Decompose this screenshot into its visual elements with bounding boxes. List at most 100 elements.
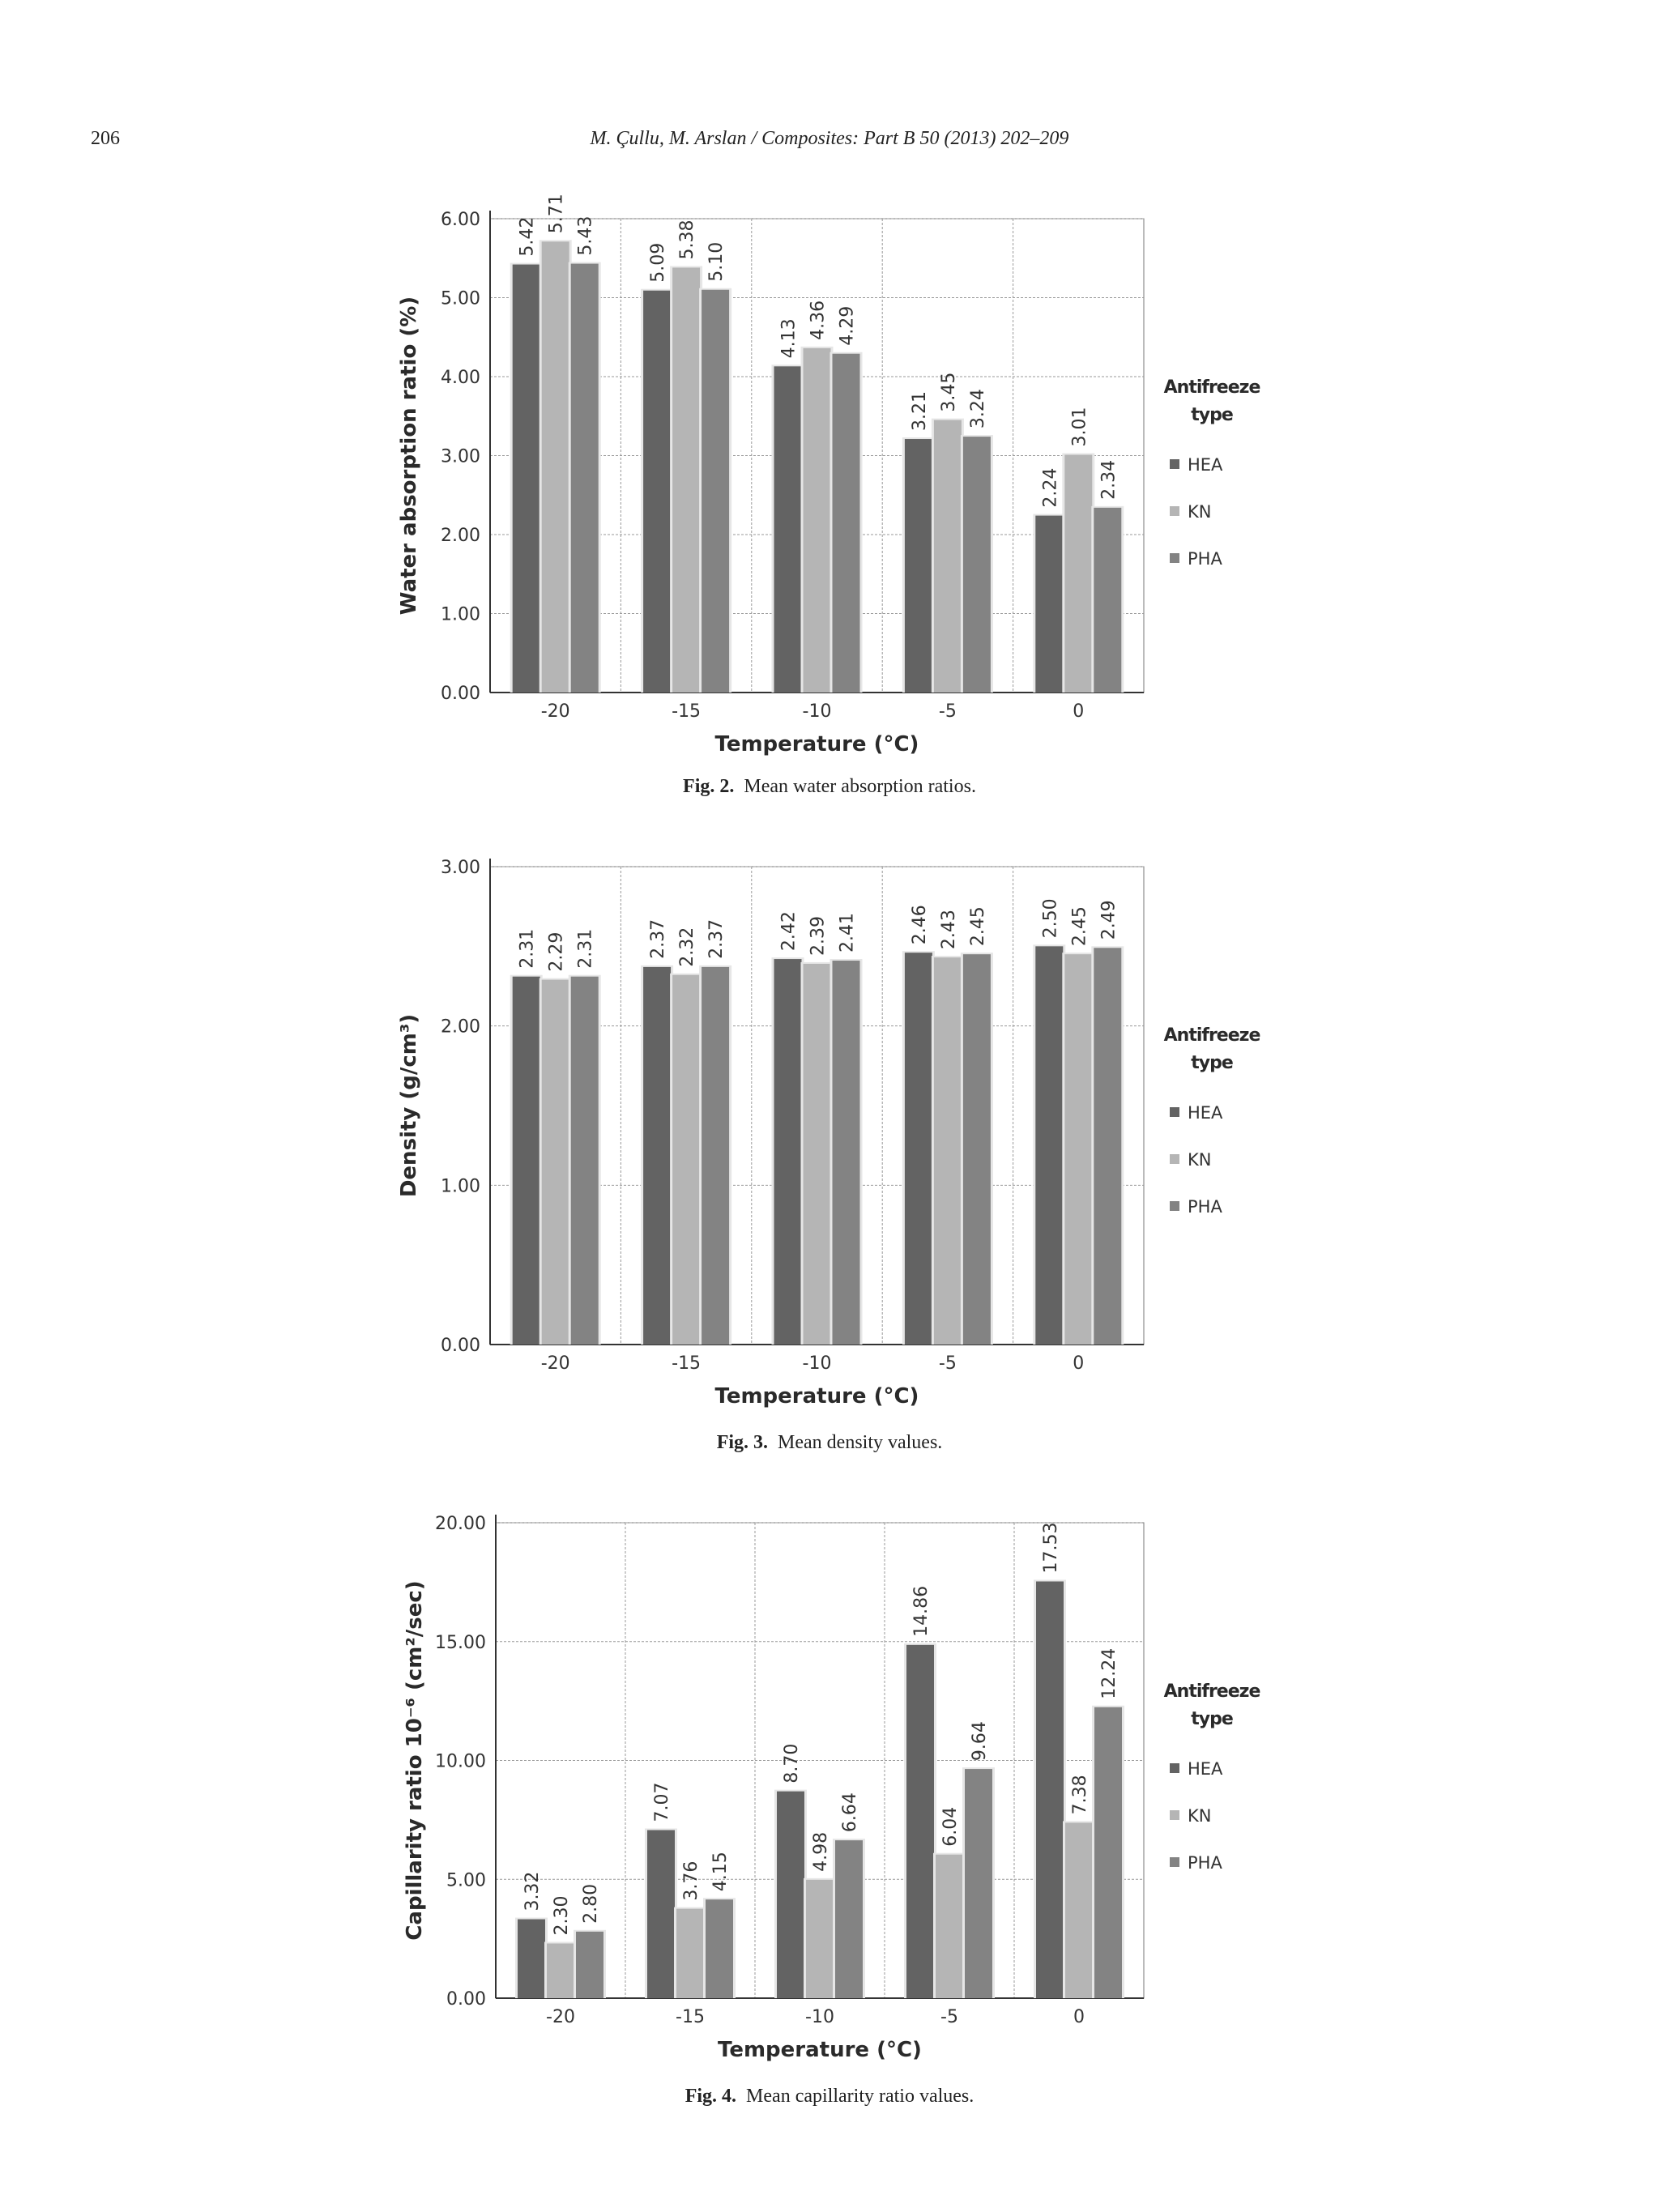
bar xyxy=(835,1840,863,1998)
running-head: M. Çullu, M. Arslan / Composites: Part B… xyxy=(590,128,1069,149)
bar xyxy=(1064,454,1093,693)
legend-title: type xyxy=(1191,405,1233,425)
legend-title: Antifreeze xyxy=(1164,377,1260,398)
x-axis-title: Temperature (°C) xyxy=(718,2038,922,2062)
data-label: 4.13 xyxy=(779,318,800,358)
y-tick-label: 0.00 xyxy=(446,1989,486,2010)
data-label: 17.53 xyxy=(1041,1523,1061,1574)
y-tick-label: 15.00 xyxy=(435,1633,486,1653)
data-label: 2.31 xyxy=(518,929,538,969)
figure-4-chart: 0.00 5.00 10.00 15.00 20.00 3.32 2.30 2.80 -20 7.… xyxy=(403,1514,1260,2062)
data-label: 2.45 xyxy=(968,906,988,946)
data-label: 3.24 xyxy=(968,389,988,428)
bar xyxy=(904,439,932,693)
data-label: 2.37 xyxy=(648,919,668,959)
legend-title: type xyxy=(1191,1709,1233,1729)
bar xyxy=(906,1644,934,1998)
figure-2-caption: Fig. 2. Mean water absorption ratios. xyxy=(0,776,1659,798)
y-tick-label: 0.00 xyxy=(441,1336,480,1356)
bar xyxy=(1094,1707,1122,1998)
legend-label: HEA xyxy=(1188,455,1223,475)
x-tick-label: -20 xyxy=(541,1353,570,1374)
y-tick-label: 5.00 xyxy=(441,289,480,309)
data-label: 2.37 xyxy=(706,919,727,959)
x-tick-label: -20 xyxy=(546,2007,575,2027)
data-label: 3.21 xyxy=(910,391,930,431)
data-label: 2.45 xyxy=(1069,906,1090,946)
legend-swatch xyxy=(1170,459,1179,469)
y-tick-label: 5.00 xyxy=(446,1870,486,1890)
figure-3-chart: 0.00 1.00 2.00 3.00 2.31 2.29 2.31 -20 2.37 2.32 2… xyxy=(397,858,1260,1409)
y-tick-label: 1.00 xyxy=(441,605,480,625)
bar xyxy=(672,974,701,1345)
y-tick-label: 3.00 xyxy=(441,447,480,467)
y-tick-label: 3.00 xyxy=(441,858,480,878)
bar xyxy=(706,1899,733,1998)
y-tick-label: 10.00 xyxy=(435,1752,486,1772)
legend-swatch xyxy=(1170,553,1179,563)
data-label: 4.29 xyxy=(838,306,858,346)
data-label: 5.38 xyxy=(677,219,697,259)
bar xyxy=(965,1769,992,1998)
legend-title: Antifreeze xyxy=(1164,1681,1260,1702)
y-tick-label: 20.00 xyxy=(435,1514,486,1534)
bar xyxy=(512,264,540,693)
data-label: 3.32 xyxy=(522,1872,543,1912)
data-label: 2.42 xyxy=(779,911,800,951)
legend-label: KN xyxy=(1188,502,1211,522)
legend-swatch xyxy=(1170,1201,1179,1211)
figure-4-caption-text: Mean capillarity ratio values. xyxy=(746,2086,975,2107)
x-axis-title: Temperature (°C) xyxy=(715,732,919,757)
legend-swatch xyxy=(1170,1810,1179,1820)
legend-title: Antifreeze xyxy=(1164,1025,1260,1046)
legend-swatch xyxy=(1170,1763,1179,1773)
bar xyxy=(1035,946,1064,1345)
data-label: 14.86 xyxy=(911,1586,932,1637)
data-label: 5.42 xyxy=(518,217,538,257)
bar xyxy=(512,976,540,1345)
x-tick-label: 0 xyxy=(1073,701,1084,722)
data-label: 2.46 xyxy=(910,905,930,944)
x-tick-label: -5 xyxy=(939,701,957,722)
bar xyxy=(576,1931,603,1998)
bar xyxy=(933,420,962,693)
bar xyxy=(647,1830,675,1998)
bar xyxy=(774,366,802,693)
data-label: 2.39 xyxy=(808,916,829,956)
data-label: 12.24 xyxy=(1099,1648,1120,1699)
legend-swatch xyxy=(1170,1107,1179,1117)
legend-label: HEA xyxy=(1188,1103,1223,1123)
data-label: 7.07 xyxy=(652,1783,672,1822)
bar xyxy=(1035,515,1064,693)
x-tick-label: -10 xyxy=(803,1353,832,1374)
x-tick-label: -15 xyxy=(672,1353,701,1374)
legend-title: type xyxy=(1191,1053,1233,1073)
bar xyxy=(643,966,672,1345)
data-label: 7.38 xyxy=(1070,1775,1090,1814)
data-label: 6.64 xyxy=(840,1792,860,1832)
data-label: 5.43 xyxy=(576,216,596,256)
figure-2-caption-text: Mean water absorption ratios. xyxy=(744,776,976,797)
bar xyxy=(1064,954,1093,1345)
data-label: 3.01 xyxy=(1069,407,1090,447)
bar xyxy=(1036,1581,1064,1998)
bar xyxy=(777,1791,804,1998)
x-axis-title: Temperature (°C) xyxy=(715,1384,919,1409)
x-tick-label: -5 xyxy=(939,1353,957,1374)
data-label: 8.70 xyxy=(782,1744,802,1784)
bar xyxy=(832,961,860,1345)
data-label: 4.36 xyxy=(808,300,829,340)
bar xyxy=(1065,1822,1093,1998)
bar xyxy=(962,954,991,1345)
legend-label: KN xyxy=(1188,1806,1211,1826)
legend-label: KN xyxy=(1188,1150,1211,1170)
x-tick-label: 0 xyxy=(1073,2007,1085,2027)
bar xyxy=(774,959,802,1345)
x-tick-label: -10 xyxy=(803,701,832,722)
bar xyxy=(643,290,672,693)
bar xyxy=(702,966,730,1345)
data-label: 2.31 xyxy=(576,929,596,969)
bar xyxy=(702,289,730,693)
data-label: 2.50 xyxy=(1040,898,1060,938)
legend-label: PHA xyxy=(1188,1853,1222,1873)
